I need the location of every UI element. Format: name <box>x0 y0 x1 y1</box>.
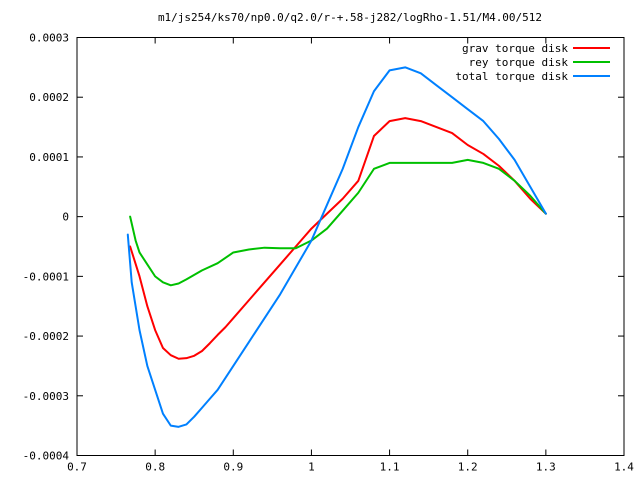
y-axis: -0.0004 -0.0003 -0.0002 -0.0001 0 0.0001 0.000… <box>23 32 624 463</box>
legend-label-total-torque-disk: total torque disk <box>455 70 568 83</box>
legend-label-grav-torque-disk: grav torque disk <box>462 42 568 55</box>
series-line-grav-torque-disk <box>129 117 547 360</box>
y-tick-label: -0.0001 <box>23 270 69 283</box>
y-tick-label: 0.0001 <box>29 151 69 164</box>
x-tick-label: 1.4 <box>614 461 634 474</box>
series-line-total-torque-disk <box>126 66 547 428</box>
x-tick-label: 0.7 <box>67 461 87 474</box>
y-tick-label: -0.0002 <box>23 330 69 343</box>
x-tick-label: 1.3 <box>536 461 556 474</box>
series-group <box>126 66 547 428</box>
x-tick-label: 1 <box>308 461 315 474</box>
y-tick-label: 0.0002 <box>29 91 69 104</box>
chart-title: m1/js254/ks70/np0.0/q2.0/r-+.58-j282/log… <box>158 11 542 24</box>
legend-label-rey-torque-disk: rey torque disk <box>469 56 569 69</box>
y-tick-label: -0.0004 <box>23 450 70 463</box>
x-tick-label: 1.2 <box>458 461 478 474</box>
x-tick-label: 0.9 <box>223 461 243 474</box>
y-tick-label: 0 <box>62 211 69 224</box>
x-axis: 0.7 0.8 0.9 1 1.1 1.2 1.3 1.4 <box>67 37 634 474</box>
plot-frame <box>76 37 625 456</box>
x-tick-label: 0.8 <box>145 461 165 474</box>
y-tick-label: -0.0003 <box>23 390 69 403</box>
y-tick-label: 0.0003 <box>29 32 69 45</box>
x-tick-label: 1.1 <box>380 461 400 474</box>
series-line-rey-torque-disk <box>129 158 547 287</box>
